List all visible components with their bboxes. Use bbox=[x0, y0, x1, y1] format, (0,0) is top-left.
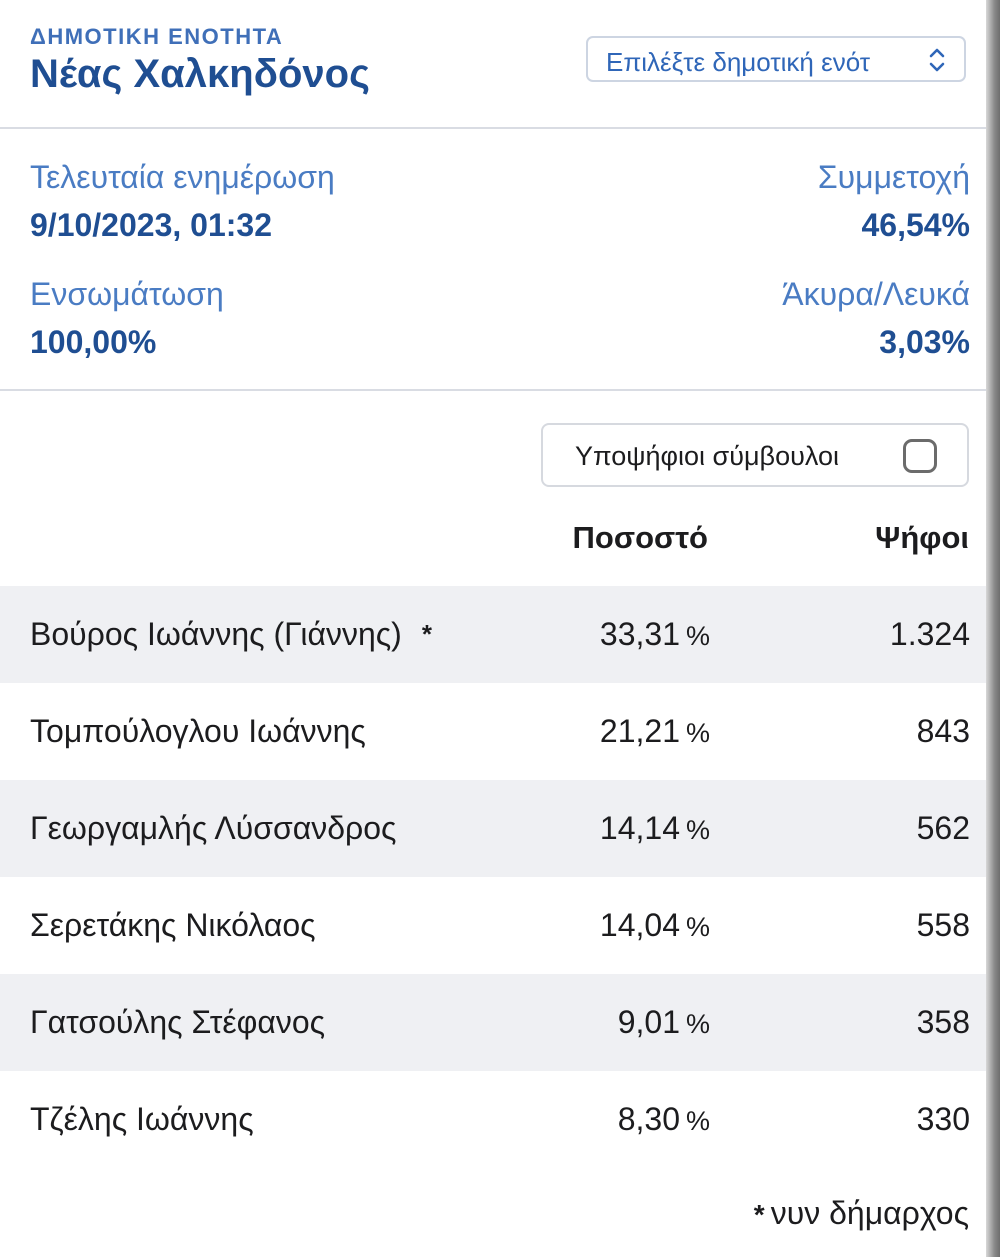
unit-header: ΔΗΜΟΤΙΚΗ ΕΝΟΤΗΤΑ Νέας Χαλκηδόνος Επιλέξτ… bbox=[0, 0, 986, 129]
integration-value: 100,00% bbox=[30, 324, 157, 360]
column-header-percent: Ποσοστό bbox=[572, 520, 708, 555]
candidate-votes: 358 bbox=[916, 1004, 970, 1040]
candidate-votes: 1.324 bbox=[889, 616, 970, 652]
integration-label: Ενσωμάτωση bbox=[30, 276, 224, 312]
last-update-label: Τελευταία ενημέρωση bbox=[30, 159, 335, 195]
unit-name: Νέας Χαλκηδόνος bbox=[30, 52, 370, 96]
candidate-percent: 9,01% bbox=[617, 1004, 710, 1040]
councillors-toggle-label: Υποψήφιοι σύμβουλοι bbox=[575, 441, 839, 471]
chevron-up-down-icon bbox=[929, 48, 945, 72]
results-table: Βούρος Ιωάννης (Γιάννης) * 33,31% 1.324 Τ… bbox=[0, 586, 986, 1168]
table-row: Τζέλης Ιωάννης 8,30% 330 bbox=[0, 1071, 986, 1168]
unit-select-placeholder: Επιλέξτε δημοτική ενότ bbox=[606, 47, 871, 77]
unit-select[interactable]: Επιλέξτε δημοτική ενότ bbox=[586, 36, 966, 82]
table-row: Βούρος Ιωάννης (Γιάννης) * 33,31% 1.324 bbox=[0, 586, 986, 683]
candidate-votes: 843 bbox=[916, 713, 970, 749]
candidate-percent: 21,21% bbox=[599, 713, 710, 749]
candidate-votes: 562 bbox=[916, 810, 970, 846]
unit-label: ΔΗΜΟΤΙΚΗ ΕΝΟΤΗΤΑ bbox=[30, 24, 284, 49]
candidate-percent: 14,14% bbox=[599, 810, 710, 846]
last-update-value: 9/10/2023, 01:32 bbox=[30, 207, 272, 243]
candidate-votes: 558 bbox=[916, 907, 970, 943]
scrollbar-edge bbox=[986, 0, 1000, 1257]
turnout-label: Συμμετοχή bbox=[817, 159, 970, 195]
candidate-votes: 330 bbox=[916, 1101, 970, 1137]
candidate-name: Γεωργαμλής Λύσσανδρος bbox=[30, 810, 397, 846]
table-row: Γατσούλης Στέφανος 9,01% 358 bbox=[0, 974, 986, 1071]
candidate-percent: 14,04% bbox=[599, 907, 710, 943]
candidate-name: Τομπούλογλου Ιωάννης bbox=[30, 713, 366, 749]
stats-panel: Τελευταία ενημέρωση 9/10/2023, 01:32 Συμ… bbox=[0, 129, 986, 391]
footnote-marker: * bbox=[753, 1199, 765, 1230]
candidate-percent: 8,30% bbox=[617, 1101, 710, 1137]
turnout-value: 46,54% bbox=[861, 207, 970, 243]
column-header-votes: Ψήφοι bbox=[875, 520, 969, 555]
table-row: Γεωργαμλής Λύσσανδρος 14,14% 562 bbox=[0, 780, 986, 877]
invalid-label: Άκυρα/Λευκά bbox=[782, 276, 970, 312]
footnote-text: νυν δήμαρχος bbox=[770, 1195, 969, 1231]
candidate-name: Γατσούλης Στέφανος bbox=[30, 1004, 326, 1040]
candidate-percent: 33,31% bbox=[599, 616, 710, 652]
invalid-value: 3,03% bbox=[879, 324, 970, 360]
incumbent-marker: * bbox=[421, 619, 432, 649]
candidate-name: Σερετάκης Νικόλαος bbox=[30, 907, 316, 943]
table-row: Τομπούλογλου Ιωάννης 21,21% 843 bbox=[0, 683, 986, 780]
councillors-toggle[interactable]: Υποψήφιοι σύμβουλοι bbox=[541, 423, 969, 487]
candidate-name: Τζέλης Ιωάννης bbox=[30, 1101, 254, 1137]
candidate-name: Βούρος Ιωάννης (Γιάννης) * bbox=[30, 616, 432, 652]
table-row: Σερετάκης Νικόλαος 14,04% 558 bbox=[0, 877, 986, 974]
footnote: * νυν δήμαρχος bbox=[754, 1195, 969, 1232]
councillors-checkbox[interactable] bbox=[903, 439, 937, 473]
